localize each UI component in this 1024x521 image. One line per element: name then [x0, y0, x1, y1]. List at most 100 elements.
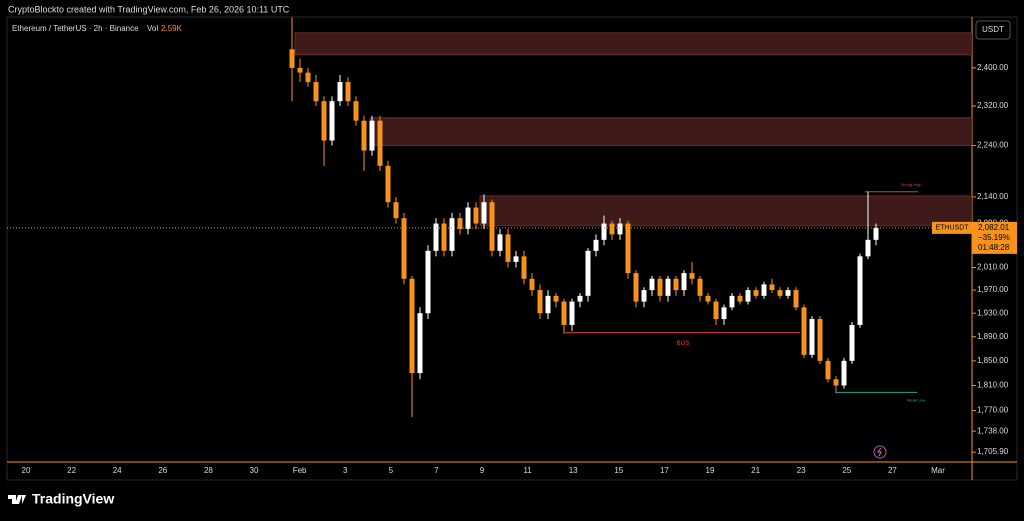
y-tick-label: 1,970.00	[977, 285, 1009, 294]
candle-body	[297, 67, 303, 73]
candle-body	[393, 202, 399, 219]
candle-body	[705, 295, 711, 302]
candle-body	[585, 250, 591, 296]
y-tick-label: 2,240.00	[977, 141, 1009, 150]
candle-body	[753, 290, 759, 296]
candle-body	[737, 295, 743, 302]
candle-body	[505, 234, 511, 262]
x-tick-label: 17	[660, 466, 669, 475]
y-tick-label: 1,705.90	[977, 447, 1009, 456]
y-tick-label: 2,010.00	[977, 263, 1009, 272]
x-tick-label: 21	[751, 466, 760, 475]
volume-value: 2.59K	[161, 24, 183, 33]
candle-body	[649, 278, 655, 291]
candle-body	[337, 82, 343, 102]
x-tick-label: 5	[389, 466, 394, 475]
candle-body	[641, 290, 647, 302]
x-tick-label: 9	[480, 466, 485, 475]
candle-body	[657, 278, 663, 296]
y-tick-label: 2,400.00	[977, 63, 1009, 72]
x-tick-label: 11	[523, 466, 532, 475]
candle-body	[313, 82, 319, 102]
candle-body	[569, 301, 575, 325]
candle-body	[441, 223, 447, 251]
x-tick-label: Mar	[931, 466, 945, 475]
candle-body	[769, 284, 775, 291]
y-tick-label: 1,738.00	[977, 426, 1009, 435]
candle-body	[609, 223, 615, 235]
candle-body	[601, 223, 607, 240]
y-tick-label: 1,890.00	[977, 332, 1009, 341]
candle-body	[857, 256, 863, 325]
candle-body	[577, 295, 583, 302]
x-tick-label: 3	[343, 466, 348, 475]
plot-area: Strong High BOS Weak Low	[289, 17, 972, 417]
x-tick-label: 30	[250, 466, 259, 475]
candle-body	[689, 273, 695, 279]
x-tick-label: 23	[797, 466, 806, 475]
candle-body	[369, 120, 375, 151]
candle-body	[681, 273, 687, 291]
candle-body	[713, 301, 719, 320]
change-label: −35.19%	[978, 233, 1010, 242]
candle-body	[809, 319, 815, 355]
y-tick-label: 2,320.00	[977, 101, 1009, 110]
candle-body	[849, 324, 855, 361]
candle-body	[825, 360, 831, 380]
x-tick-label: 20	[22, 466, 31, 475]
x-tick-label: 13	[569, 466, 578, 475]
candle-body	[489, 202, 495, 251]
supply-zone	[369, 117, 972, 147]
event-icon[interactable]	[873, 445, 887, 459]
logo-mark	[8, 495, 26, 504]
candle-body	[553, 295, 559, 302]
candle-body	[745, 290, 751, 302]
candle-body	[377, 120, 383, 166]
symbol-label: ETHUSDT	[935, 225, 969, 232]
candle-body	[873, 227, 879, 240]
x-tick-label: 28	[204, 466, 213, 475]
candle-body	[761, 284, 767, 296]
x-tick-label: Feb	[293, 466, 307, 475]
y-tick-label: 2,140.00	[977, 192, 1009, 201]
candle-body	[473, 207, 479, 224]
candle-body	[401, 218, 407, 279]
candle-body	[801, 307, 807, 355]
candle-body	[537, 290, 543, 314]
x-tick-label: 7	[434, 466, 439, 475]
candle-body	[417, 313, 423, 374]
candle-body	[289, 49, 295, 68]
x-tick-label: 25	[842, 466, 851, 475]
candle-body	[833, 379, 839, 386]
candle-body	[497, 234, 503, 251]
x-tick-label: 24	[113, 466, 122, 475]
level-label: BOS	[677, 341, 690, 347]
candle-body	[361, 120, 367, 151]
price-tag	[972, 221, 1017, 254]
currency[interactable]: USDT	[982, 25, 1004, 34]
supply-zone	[479, 195, 972, 227]
candle-body	[617, 223, 623, 235]
candle-body	[865, 239, 871, 257]
candle-body	[353, 101, 359, 121]
candle-body	[305, 72, 311, 83]
logo-text: TradingView	[32, 491, 114, 507]
candle-body	[449, 218, 455, 251]
chart-title: Ethereum / TetherUS · 2h · Binance	[12, 24, 139, 33]
countdown-label: 01:48:28	[978, 243, 1010, 252]
candle-body	[425, 250, 431, 314]
y-tick-label: 1,770.00	[977, 406, 1009, 415]
candle-body	[729, 295, 735, 308]
candle-body	[521, 256, 527, 279]
candle-body	[785, 290, 791, 296]
candle-body	[409, 278, 415, 374]
price-label: 2,082.01	[978, 223, 1010, 232]
candle-body	[817, 319, 823, 361]
currency-button[interactable]	[975, 20, 1011, 40]
volume-label: Vol	[147, 24, 158, 33]
y-tick-label: 1,930.00	[977, 308, 1009, 317]
candle-body	[385, 165, 391, 203]
symbol-tag	[932, 221, 972, 234]
